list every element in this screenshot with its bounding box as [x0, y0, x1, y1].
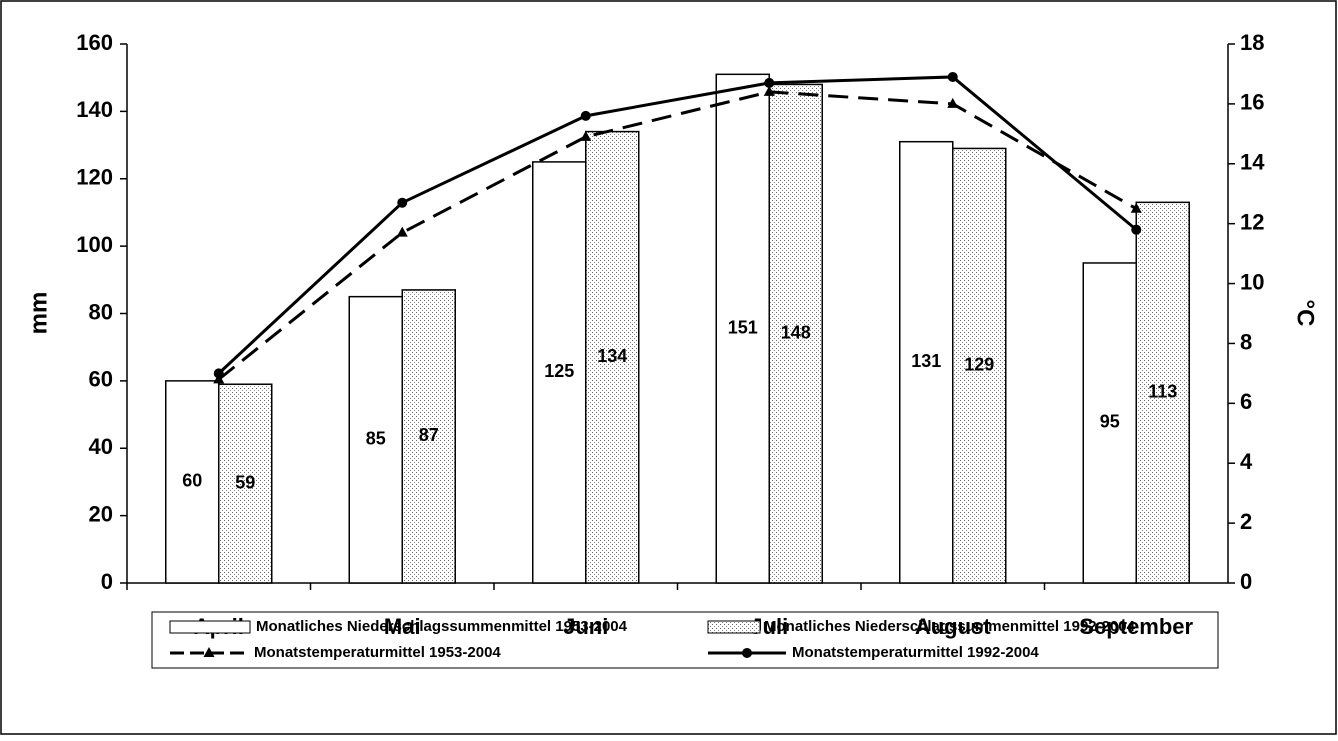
y-tick-label: 80: [89, 299, 113, 324]
legend-marker: [203, 647, 215, 657]
bar-value-label: 113: [1148, 381, 1177, 401]
bar: [899, 140, 954, 584]
x-tick-label: Juni: [563, 614, 608, 639]
bar-value-label: 151: [728, 317, 758, 337]
bar: [348, 295, 403, 584]
y-tick-label: 140: [76, 97, 113, 122]
line: [217, 90, 1137, 381]
marker: [397, 197, 408, 208]
bar: [1082, 262, 1137, 584]
legend-marker: [742, 648, 752, 658]
y2-tick-label: 14: [1240, 150, 1265, 175]
legend-label: Monatliches Niederschlagssummenmittel 19…: [256, 618, 628, 635]
bar: [952, 147, 1007, 584]
marker: [947, 71, 958, 82]
y-tick-label: 40: [89, 434, 113, 459]
x-tick-label: August: [915, 614, 991, 639]
y-tick-label: 0: [101, 569, 113, 594]
y-axis-label: mm: [25, 292, 52, 335]
bar: [401, 289, 456, 584]
marker: [763, 85, 775, 96]
legend-label: Monatliches Niederschlagssummenmittel 19…: [764, 618, 1136, 635]
bar-value-label: 148: [781, 322, 811, 342]
bar-value-label: 125: [544, 361, 574, 381]
marker: [396, 226, 408, 237]
x-tick-label: September: [1079, 614, 1193, 639]
legend-label: Monatstemperaturmittel 1992-2004: [792, 644, 1039, 661]
bar-value-label: 60: [182, 471, 202, 491]
bar: [585, 130, 640, 584]
y2-tick-label: 10: [1240, 269, 1264, 294]
bar-value-label: 59: [235, 472, 255, 492]
bar-value-label: 87: [419, 425, 439, 445]
bar-value-label: 134: [597, 346, 627, 366]
bar: [1135, 201, 1190, 584]
marker: [947, 97, 959, 108]
y-tick-label: 120: [76, 165, 113, 190]
marker: [764, 77, 775, 88]
bar: [532, 161, 587, 584]
y-tick-label: 20: [89, 501, 113, 526]
marker: [1131, 224, 1142, 235]
marker: [580, 110, 591, 121]
bar: [218, 383, 273, 584]
x-tick-label: Mai: [384, 614, 421, 639]
bar: [165, 380, 220, 584]
y2-tick-label: 18: [1240, 30, 1264, 55]
marker: [580, 130, 592, 141]
legend-label: Monatstemperaturmittel 1953-2004: [254, 644, 501, 661]
y2-tick-label: 0: [1240, 569, 1252, 594]
y2-tick-label: 2: [1240, 509, 1252, 534]
marker: [1130, 202, 1142, 213]
bar-value-label: 95: [1100, 412, 1120, 432]
legend-swatch: [169, 620, 251, 634]
marker: [213, 368, 224, 379]
bar: [715, 73, 770, 584]
y2-tick-label: 6: [1240, 389, 1252, 414]
y-tick-label: 160: [76, 30, 113, 55]
y-tick-label: 100: [76, 232, 113, 257]
y2-tick-label: 12: [1240, 209, 1264, 234]
legend: [151, 611, 1219, 669]
legend-swatch: [707, 620, 761, 634]
y2-tick-label: 4: [1240, 449, 1253, 474]
line: [217, 75, 1138, 375]
y-tick-label: 60: [89, 367, 113, 392]
bar: [768, 83, 823, 584]
y2-tick-label: 8: [1240, 329, 1252, 354]
y2-tick-label: 16: [1240, 90, 1264, 115]
bar-value-label: 131: [911, 351, 941, 371]
y2-axis-label: °C: [1292, 300, 1319, 327]
bar-value-label: 129: [964, 354, 994, 374]
bar-value-label: 85: [366, 429, 386, 449]
